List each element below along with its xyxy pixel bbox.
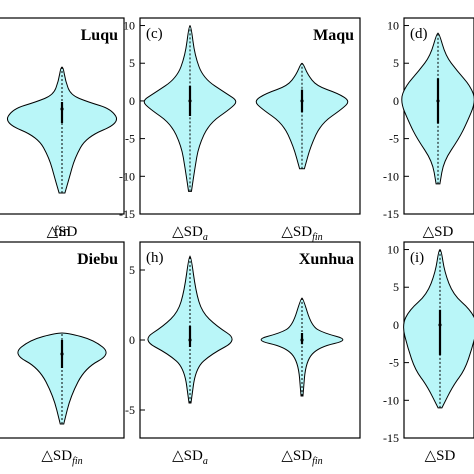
violin-median [188,338,192,342]
y-tick-label: -5 [389,356,399,370]
x-category-label: △SDa [172,224,208,243]
plot-frame [139,17,361,215]
y-tick-label: 0 [393,94,399,108]
y-tick-label: 5 [393,280,399,294]
y-tick-label: 10 [387,19,399,33]
x-category-subscript: a [203,232,208,243]
y-tick-label: -10 [383,393,399,407]
violin-median [60,352,64,356]
y-tick-label: -10 [119,169,135,183]
station-name: Maqu [313,27,354,44]
panel-label: (d) [410,26,428,42]
x-category-label: △SDfin [41,448,82,467]
y-tick-label: 0 [129,333,135,347]
panel-1: 10 5 0 -5 -10 -15 (c) Maqu △SDa △SDfin [119,17,361,243]
y-tick-label: -15 [119,207,135,221]
panel-label: (i) [410,250,424,266]
y-tick-label: -5 [125,403,135,417]
panel-label: (c) [146,26,163,42]
y-tick-label: 5 [129,263,135,277]
x-category-subscript: a [203,456,208,467]
y-tick-label: -15 [383,431,399,445]
y-tick-label: 0 [393,318,399,332]
x-category-label: △SD [47,224,78,240]
plot-frame [0,241,125,439]
y-tick-label: 5 [129,56,135,70]
violin-median [300,99,304,103]
y-tick-label: 10 [387,243,399,257]
plot-frame [403,241,474,439]
y-tick-label: -15 [383,207,399,221]
x-category-subscript: fin [312,456,323,467]
plot-frame [403,17,474,215]
y-tick-label: 5 [393,56,399,70]
violin-shape [6,66,118,194]
panel-0: Luqu △SDfin [0,17,125,240]
y-tick-label: -10 [383,169,399,183]
x-category-label: fin [54,224,71,240]
x-category-subscript: fin [72,456,83,467]
panel-2: 10 5 0 -5 -10 -15 (d) △SD [383,17,474,240]
x-category-label: △SDfin [281,224,322,243]
panel-3: Diebu △SDfin [0,241,125,467]
violin-median [300,338,304,342]
x-category-label: △SD [425,448,456,464]
panel-5: 10 5 0 -5 -10 -15 (i) △SD [383,241,474,464]
y-tick-label: 0 [129,94,135,108]
x-category-label: △SDa [172,448,208,467]
violin-median [436,99,440,103]
station-name: Xunhua [299,251,354,268]
violin-shape [403,249,474,409]
panel-4: 5 0 -5 (h) Xunhua △SDa △SDfin [125,241,361,467]
panel-label: (h) [146,250,164,266]
x-category-label: △SD [423,224,454,240]
station-name: Diebu [77,251,118,268]
x-category-label: △SDfin [281,448,322,467]
violin-median [438,323,442,327]
y-tick-label: -5 [125,132,135,146]
y-tick-label: -5 [389,132,399,146]
plot-frame [0,17,125,215]
violin-median [188,99,192,103]
violin-median [60,107,64,111]
y-tick-label: 10 [123,19,135,33]
x-category-subscript: fin [312,232,323,243]
station-name: Luqu [81,27,118,44]
